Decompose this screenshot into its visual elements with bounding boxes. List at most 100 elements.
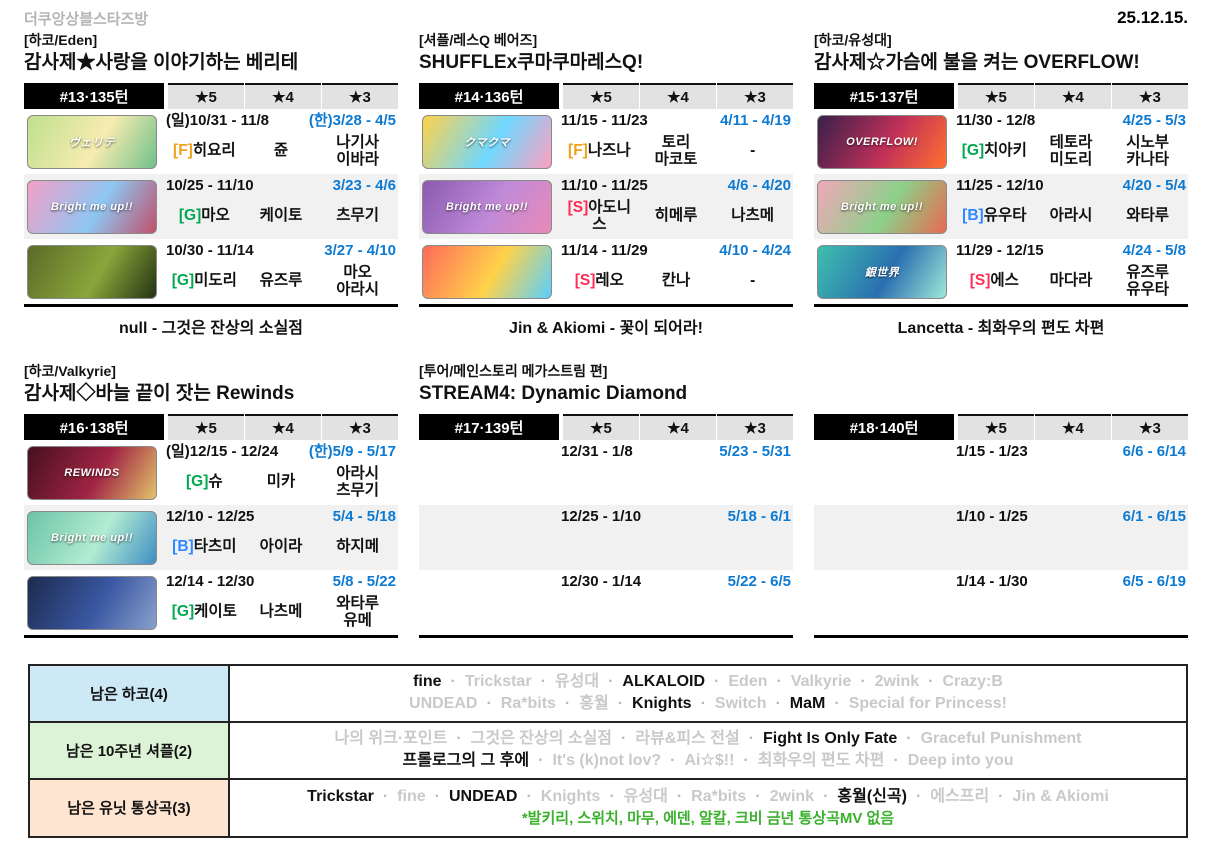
summary-item: 홍월 bbox=[579, 695, 609, 713]
block-title bbox=[814, 381, 1188, 407]
date-primary: 11/25 - 12/10 bbox=[956, 177, 1044, 194]
block-footer: Lancetta - 최화우의 편도 차편 bbox=[897, 320, 1105, 337]
event-banner-label: Bright me up!! bbox=[840, 200, 924, 213]
summary-label: 남은 10주년 셔플(2) bbox=[30, 722, 230, 778]
date-line: 11/10 - 11/25 4/6 - 4/20 bbox=[561, 177, 791, 195]
banner-cell: Bright me up!! bbox=[814, 174, 954, 239]
item-separator: · bbox=[860, 673, 866, 690]
date-line: 1/15 - 1/23 6/6 - 6/14 bbox=[956, 443, 1186, 461]
star-column-header: ★5 bbox=[168, 414, 244, 440]
summary-item: Ra*bits bbox=[500, 695, 556, 713]
star3-name-line: 유메 bbox=[343, 612, 372, 629]
summary-item: Trickstar bbox=[307, 787, 374, 805]
summary-line: UNDEAD · Ra*bits · 홍월 · Knights · Switch · MaM · Spe… bbox=[409, 693, 1007, 715]
event-row: REWINDS (일)12/15 - 12/24 (한)5/9 - 5/17 [G]슈… bbox=[24, 440, 398, 505]
star3-name-line: 아라시 bbox=[336, 281, 380, 298]
date-primary: 12/30 - 1/14 bbox=[561, 573, 642, 590]
event-banner-image: Bright me up!! bbox=[422, 179, 552, 234]
event-row: 12/30 - 1/14 5/22 - 6/5 bbox=[419, 570, 793, 635]
date-primary: (일)12/15 - 12/24 bbox=[166, 443, 279, 460]
rarity-tag: [B] bbox=[172, 538, 194, 556]
item-separator: · bbox=[434, 787, 440, 805]
page-date: 25.12.15. bbox=[1117, 8, 1188, 27]
item-separator: · bbox=[915, 787, 922, 805]
star4-name: 미카 bbox=[243, 473, 320, 490]
summary-item: Deep into you bbox=[907, 752, 1014, 770]
row-content: 12/30 - 1/14 5/22 - 6/5 bbox=[559, 570, 793, 635]
item-separator: · bbox=[823, 787, 829, 805]
star3-name: 츠무기 bbox=[319, 207, 396, 224]
star5-name: [F]히요리 bbox=[166, 142, 243, 159]
row-content: 10/25 - 11/10 3/23 - 4/6 [G]마오 케이토 츠무기 bbox=[164, 174, 398, 239]
star5-name: [S]레오 bbox=[561, 272, 638, 289]
star5-name: [G]마오 bbox=[166, 207, 243, 224]
summary-item: Knights bbox=[632, 695, 692, 713]
item-separator: · bbox=[755, 787, 761, 805]
names-line: [G]슈 미카 아라시 츠무기 bbox=[166, 461, 396, 503]
event-row: 12/14 - 12/30 5/8 - 5/22 [G]케이토 나츠메 와타루 유메 bbox=[24, 570, 398, 635]
turn-label: #15·137턴 bbox=[814, 83, 954, 109]
names-line: [S]아도니스 히메루 나츠메 bbox=[561, 195, 791, 237]
star-column-header: ★3 bbox=[1112, 414, 1188, 440]
star-column-header: ★3 bbox=[717, 83, 793, 109]
page-header: 더쿠앙상블스타즈방 25.12.15. bbox=[0, 0, 1216, 29]
date-secondary: 5/18 - 6/1 bbox=[727, 508, 791, 525]
date-primary: 11/14 - 11/29 bbox=[561, 242, 648, 259]
star3-name-line: 나기사 bbox=[336, 133, 380, 151]
rarity-tag: [S] bbox=[969, 272, 991, 290]
star3-name: - bbox=[714, 142, 791, 159]
date-primary: 12/31 - 1/8 bbox=[561, 443, 633, 460]
star3-name: - bbox=[714, 272, 791, 289]
item-separator: · bbox=[714, 673, 720, 690]
event-banner-image bbox=[422, 244, 552, 299]
item-separator: · bbox=[743, 752, 749, 770]
block-category: [하코/Valkyrie] bbox=[24, 363, 116, 379]
summary-item: Ai☆$!! bbox=[684, 752, 735, 770]
star3-name-line: 시노부 bbox=[1126, 133, 1170, 151]
rarity-tag: [F] bbox=[173, 142, 193, 160]
item-separator: · bbox=[906, 729, 912, 747]
event-table: #14·136턴 ★5 ★4 ★3 クマクマ 11/15 - 11/23 4/11 - 4/… bbox=[419, 83, 793, 307]
event-row: Bright me up!! 12/10 - 12/25 5/4 - 5/18 [B]… bbox=[24, 505, 398, 570]
star4-name-line: 테토라 bbox=[1049, 133, 1093, 151]
event-banner-label: Bright me up!! bbox=[445, 200, 529, 213]
star5-name-text: 나즈나 bbox=[587, 142, 631, 160]
star3-name-line: - bbox=[750, 142, 756, 160]
date-secondary: 5/23 - 5/31 bbox=[719, 443, 791, 460]
star3-name-line: - bbox=[750, 272, 756, 290]
item-separator: · bbox=[928, 673, 934, 690]
event-table: #17·139턴 ★5 ★4 ★3 12/31 - 1/8 5/23 - 5/31 12/2… bbox=[419, 414, 793, 638]
star4-name-line: 히메루 bbox=[654, 207, 698, 225]
item-separator: · bbox=[676, 787, 683, 805]
star5-name-text: 케이토 bbox=[194, 603, 237, 621]
event-banner-image: Bright me up!! bbox=[27, 510, 157, 565]
rarity-tag: [G] bbox=[171, 603, 195, 621]
item-separator: · bbox=[893, 752, 899, 770]
row-content: (일)10/31 - 11/8 (한)3/28 - 4/5 [F]히요리 쥰 나기사 이바… bbox=[164, 109, 398, 174]
row-content: 11/30 - 12/8 4/25 - 5/3 [G]치아키 테토라 미도리 시노부 카나타 bbox=[954, 109, 1188, 174]
summary-row: 남은 유닛 통상곡(3) Trickstar · fine · UNDEAD · Knight… bbox=[30, 779, 1186, 836]
event-banner-label: Bright me up!! bbox=[50, 531, 134, 544]
turn-label: #17·139턴 bbox=[419, 414, 559, 440]
date-line: 11/15 - 11/23 4/11 - 4/19 bbox=[561, 112, 791, 130]
star-column-header: ★5 bbox=[563, 414, 639, 440]
star5-name: [F]나즈나 bbox=[561, 142, 638, 159]
summary-item: It's (k)not lov? bbox=[552, 752, 662, 770]
banner-cell: Bright me up!! bbox=[24, 505, 164, 570]
turn-label: #16·138턴 bbox=[24, 414, 164, 440]
summary-line: 나의 위크·포인트 · 그것은 잔상의 소실점 · 라뷰&피스 전설 · Fight Is … bbox=[335, 728, 1082, 750]
star-column-header: ★3 bbox=[322, 414, 398, 440]
star4-name-line: 미카 bbox=[266, 473, 296, 491]
banner-cell: クマクマ bbox=[419, 109, 559, 174]
star5-name-text: 에스 bbox=[990, 272, 1019, 290]
event-row: 12/25 - 1/10 5/18 - 6/1 bbox=[419, 505, 793, 570]
banner-cell bbox=[419, 505, 559, 570]
date-line: 11/14 - 11/29 4/10 - 4/24 bbox=[561, 242, 791, 260]
event-banner-image: 銀世界 bbox=[817, 244, 947, 299]
row-content: 10/30 - 11/14 3/27 - 4/10 [G]미도리 유즈루 마오 아라시 bbox=[164, 239, 398, 304]
table-header-row: #15·137턴 ★5 ★4 ★3 bbox=[814, 83, 1188, 109]
row-content: 11/10 - 11/25 4/6 - 4/20 [S]아도니스 히메루 나츠메 bbox=[559, 174, 793, 239]
block-category bbox=[814, 362, 1188, 381]
date-line: 11/30 - 12/8 4/25 - 5/3 bbox=[956, 112, 1186, 130]
date-line: 11/25 - 12/10 4/20 - 5/4 bbox=[956, 177, 1186, 195]
